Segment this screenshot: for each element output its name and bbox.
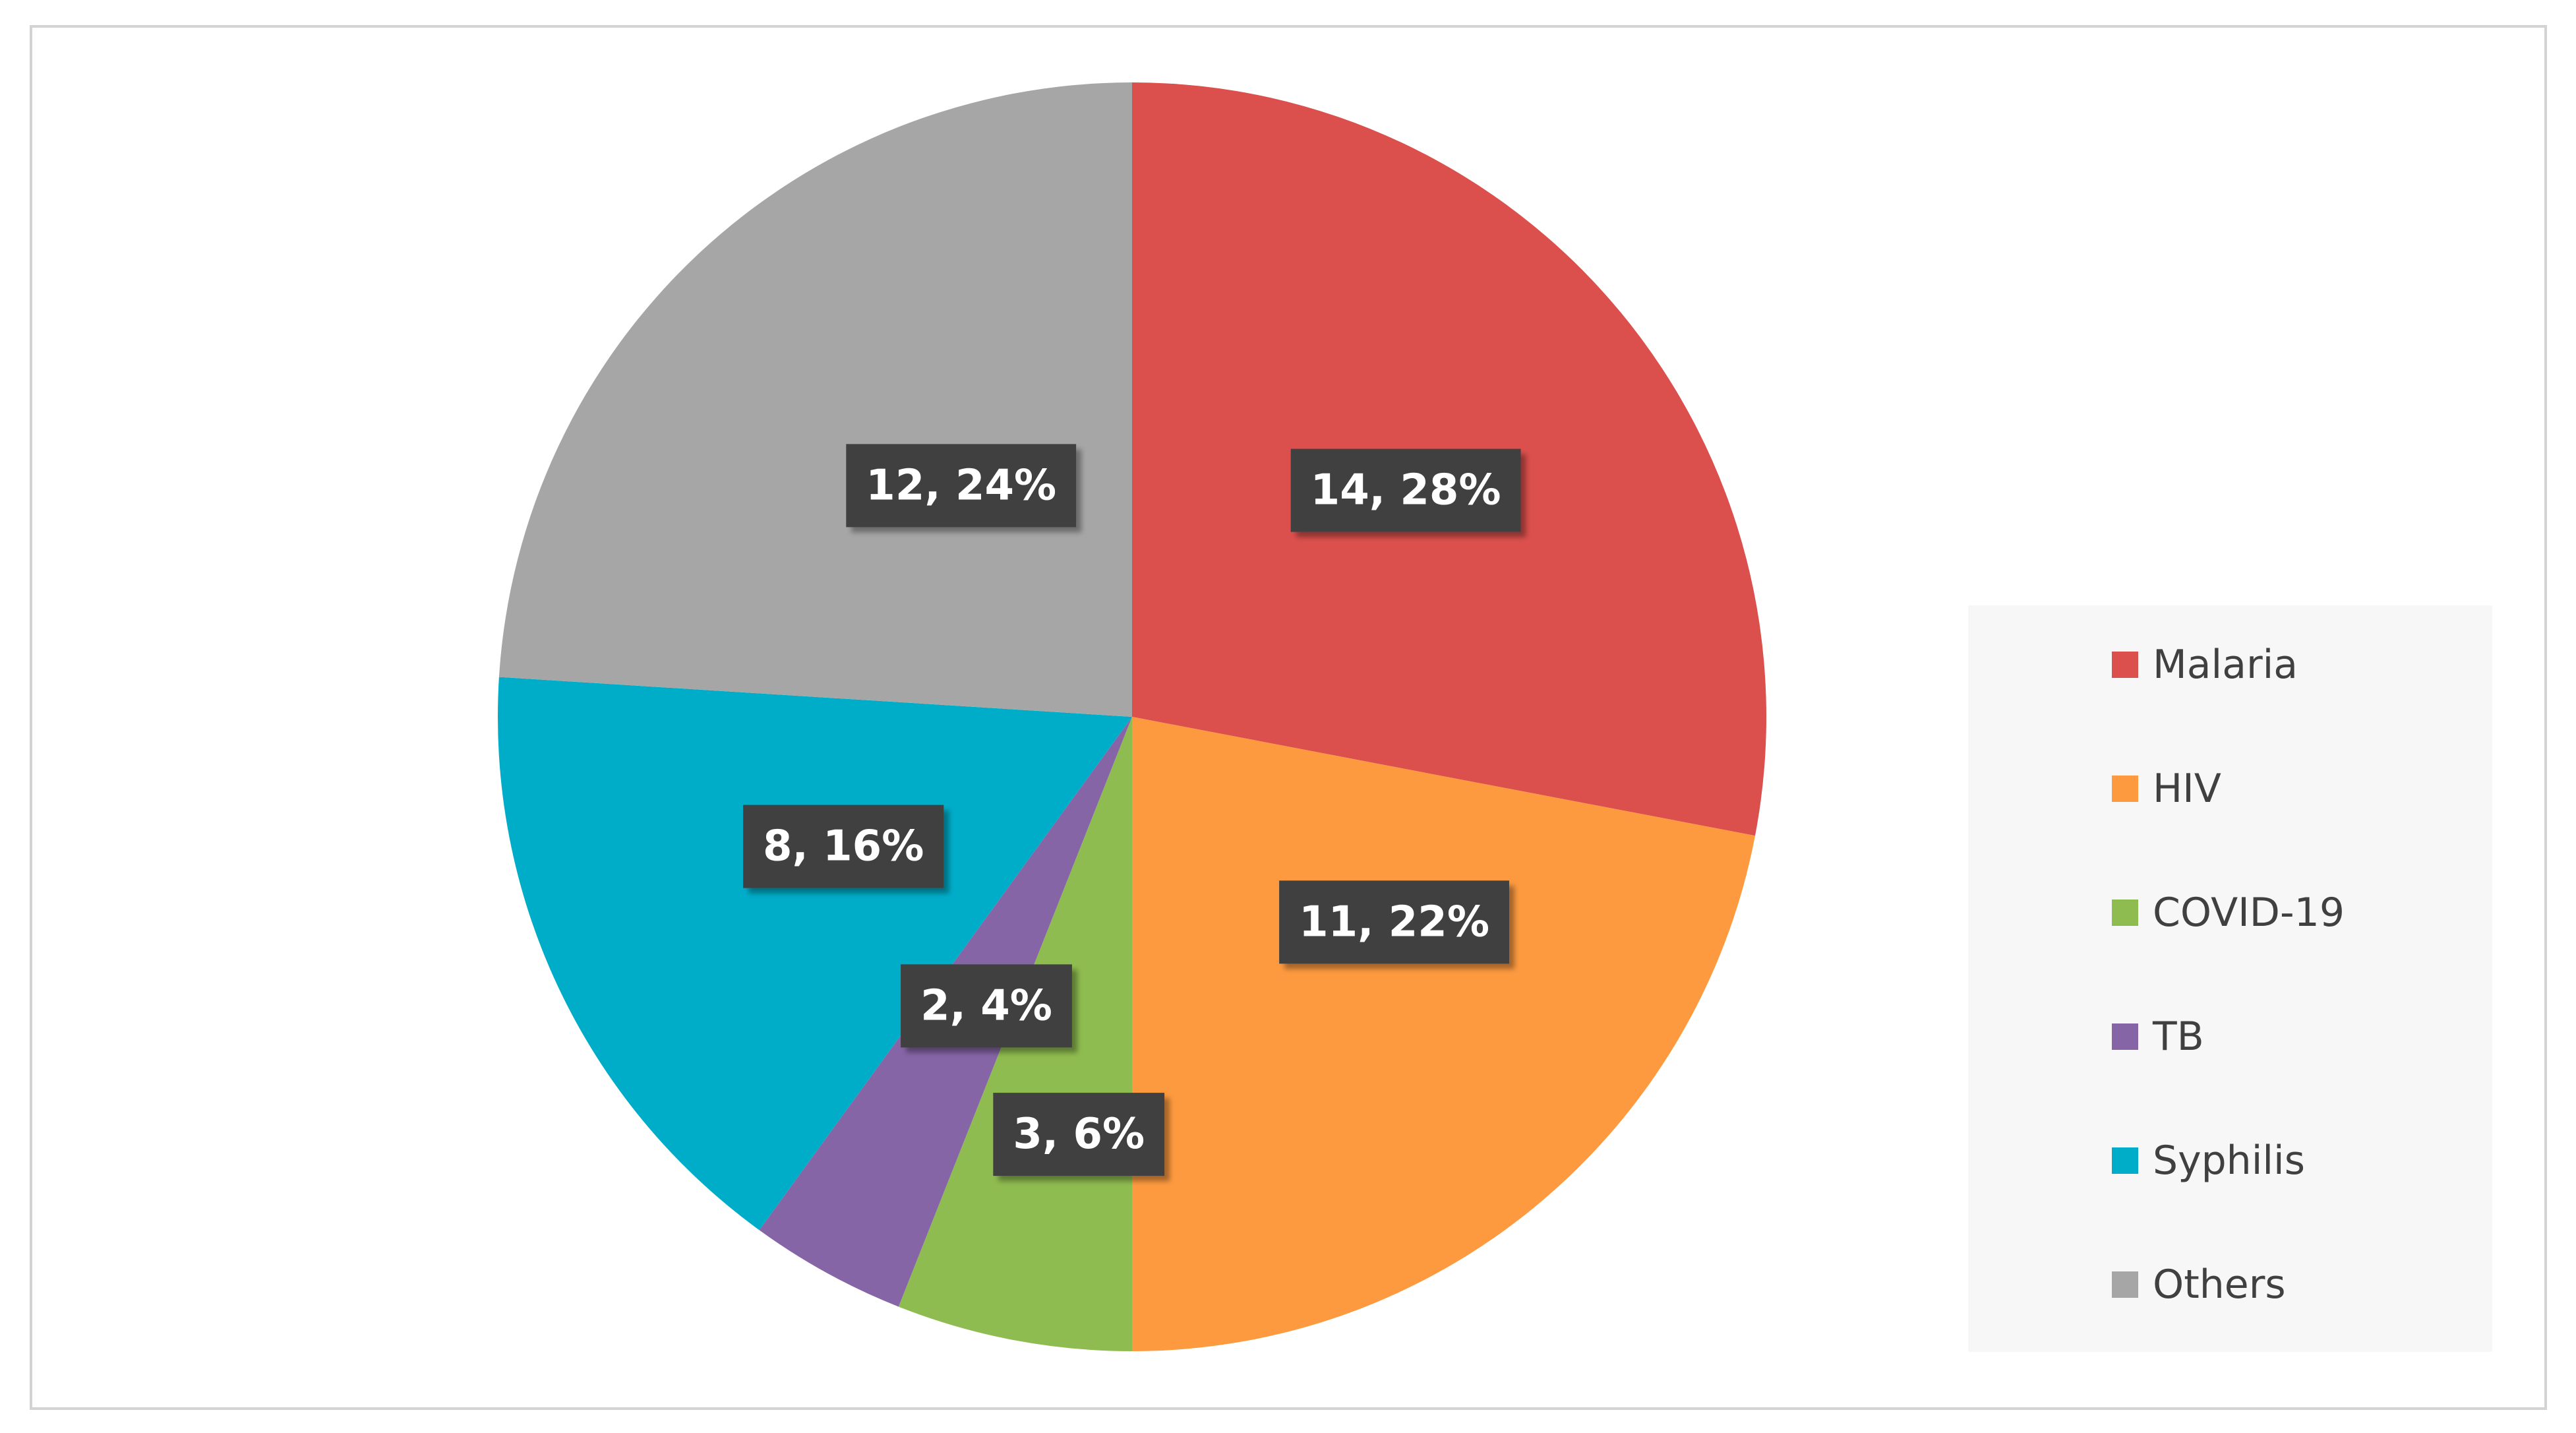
legend-swatch: [2112, 1147, 2138, 1174]
data-label-box: [901, 964, 1072, 1048]
legend-swatch: [2112, 1023, 2138, 1050]
data-label-text: 2, 4%: [920, 981, 1052, 1030]
data-label-box: [846, 444, 1077, 528]
pie-slice-hiv: [1132, 717, 1755, 1351]
data-label-box: [1279, 880, 1509, 964]
data-label-tb: 2, 4%: [901, 964, 1072, 1048]
data-label-syphilis: 8, 16%: [743, 805, 944, 888]
data-label-text: 11, 22%: [1299, 898, 1489, 946]
legend-item-malaria: Malaria: [2112, 638, 2298, 691]
data-label-text: 14, 28%: [1311, 466, 1501, 515]
legend-item-tb: TB: [2112, 1010, 2204, 1063]
data-label-text: 3, 6%: [1013, 1110, 1145, 1159]
data-label-box: [1290, 448, 1521, 532]
pie-slice-others: [498, 82, 1132, 717]
legend-swatch: [2112, 652, 2138, 678]
data-label-text: 12, 24%: [866, 461, 1056, 510]
legend-label: TB: [2153, 1014, 2204, 1060]
legend-label: Malaria: [2153, 642, 2298, 688]
data-label-hiv: 11, 22%: [1279, 880, 1509, 964]
legend-item-covid-19: COVID-19: [2112, 886, 2345, 939]
chart-legend: Malaria HIV COVID-19 TB Syphilis Others: [1968, 605, 2492, 1352]
legend-swatch: [2112, 899, 2138, 926]
pie-data-labels: 14, 28% 11, 22% 3, 6% 2, 4% 8, 16% 12, 24%: [743, 444, 1521, 1176]
data-label-box: [993, 1093, 1165, 1176]
legend-swatch: [2112, 1271, 2138, 1298]
legend-label: Syphilis: [2153, 1138, 2305, 1184]
legend-label: COVID-19: [2153, 890, 2345, 936]
legend-swatch: [2112, 776, 2138, 802]
legend-item-syphilis: Syphilis: [2112, 1134, 2305, 1187]
data-label-covid-19: 3, 6%: [993, 1093, 1165, 1176]
legend-label: HIV: [2153, 766, 2221, 812]
data-label-others: 12, 24%: [846, 444, 1077, 528]
legend-item-others: Others: [2112, 1258, 2286, 1311]
pie-slice-syphilis: [498, 677, 1132, 1231]
data-label-box: [743, 805, 944, 888]
legend-label: Others: [2153, 1262, 2286, 1308]
legend-item-hiv: HIV: [2112, 762, 2221, 815]
data-label-text: 8, 16%: [763, 822, 924, 871]
data-label-malaria: 14, 28%: [1290, 448, 1521, 532]
